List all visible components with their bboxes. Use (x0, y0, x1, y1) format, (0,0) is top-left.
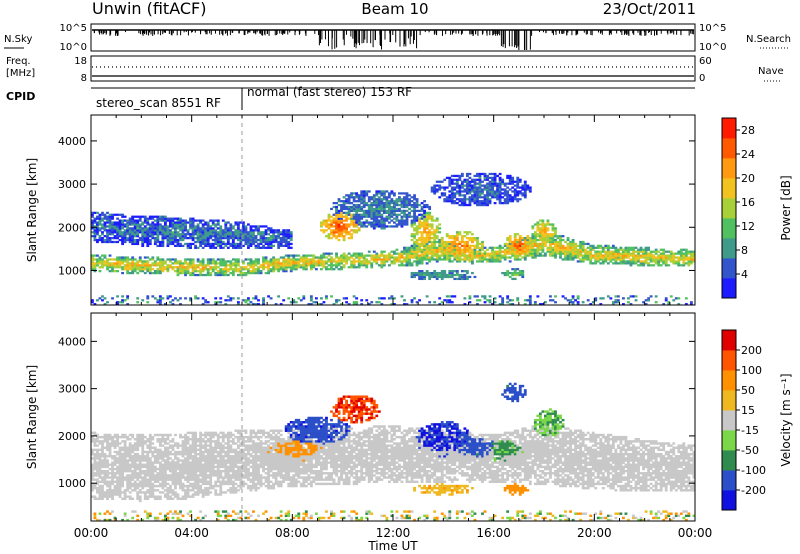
xtick-label: 08:00 (275, 526, 310, 540)
freq-tick-bottom-left: 8 (81, 73, 87, 84)
velocity-ylabel: Slant Range [km] (25, 365, 39, 469)
power-colorbar-tick: 12 (741, 220, 755, 233)
power-colorbar-tick: 8 (741, 244, 748, 257)
date-title: 23/Oct/2011 (603, 0, 696, 18)
cpid-mode-label: stereo_scan 8551 RF (96, 96, 221, 110)
xtick-label: 16:00 (476, 526, 511, 540)
x-axis-label: Time UT (367, 539, 418, 553)
xtick-label: 20:00 (577, 526, 612, 540)
freq-tick-top-left: 18 (74, 56, 87, 67)
velocity-panel: 1000 2000 3000 4000 Slant Range [km] 00:00 04:… (25, 312, 713, 540)
freq-unit-label: [MHz] (6, 68, 35, 79)
freq-tick-top-right: 60 (699, 56, 712, 67)
power-ytick-label: 1000 (58, 264, 86, 277)
power-colorbar-tick: 28 (741, 124, 755, 137)
velocity-colorbar-tick: 50 (741, 384, 755, 397)
power-ytick-label: 2000 (58, 221, 86, 234)
power-ytick-label: 4000 (58, 135, 86, 148)
nsky-label: N.Sky (4, 34, 32, 45)
nave-label: Nave (758, 66, 784, 77)
xtick-label: 00:00 (678, 526, 713, 540)
power-colorbar-label: Power [dB] (779, 175, 793, 240)
cpid-mode-label: normal (fast stereo) 153 RF (247, 85, 412, 99)
power-panel: 1000 2000 3000 4000 Slant Range [km] (25, 114, 696, 306)
velocity-ytick-label: 4000 (58, 335, 86, 348)
beam-title: Beam 10 (361, 0, 428, 18)
velocity-colorbar-tick: -200 (741, 484, 766, 497)
cpid-label: CPID (6, 90, 35, 103)
freq-strip-frame (90, 55, 696, 82)
power-axes: 1000 2000 3000 4000 Slant Range [km] (25, 114, 696, 306)
velocity-cells (91, 382, 696, 522)
colorbars: 4 8 12 16 20 24 28 Power [dB] 200 100 50 15 -15 -50 -1… (721, 117, 793, 511)
velocity-ytick-label: 2000 (58, 430, 86, 443)
velocity-axes: 1000 2000 3000 4000 Slant Range [km] 00:00 04:… (25, 312, 713, 540)
velocity-colorbar-tick: 200 (741, 344, 762, 357)
station-title: Unwin (fitACF) (92, 0, 206, 18)
xtick-label: 04:00 (174, 526, 209, 540)
power-colorbar-tick: 16 (741, 196, 755, 209)
nsky-tick-top-left: 10^5 (60, 23, 87, 34)
nsky-tick-top-right: 10^5 (699, 23, 726, 34)
velocity-colorbar-tick: -15 (741, 424, 759, 437)
power-ylabel: Slant Range [km] (25, 158, 39, 262)
nsky-trace (92, 29, 694, 50)
cpid-modes: stereo_scan 8551 RF normal (fast stereo) … (96, 85, 412, 110)
power-colorbar (721, 117, 737, 299)
nsky-strip-frame (90, 23, 696, 52)
freq-tick-bottom-right: 0 (699, 73, 705, 84)
velocity-colorbar-tick: -100 (741, 464, 766, 477)
velocity-colorbar-tick: 15 (741, 404, 755, 417)
velocity-colorbar (721, 329, 737, 511)
velocity-colorbar-tick: -50 (741, 444, 759, 457)
velocity-colorbar-label: Velocity [m s⁻¹] (779, 373, 793, 466)
power-colorbar-tick: 4 (741, 268, 748, 281)
xtick-label: 00:00 (74, 526, 109, 540)
power-cells (91, 172, 696, 306)
velocity-colorbar-tick: 100 (741, 364, 762, 377)
velocity-ytick-label: 3000 (58, 383, 86, 396)
velocity-ytick-label: 1000 (58, 477, 86, 490)
nsearch-label: N.Search (746, 34, 791, 45)
nsky-tick-bottom-right: 10^0 (699, 42, 726, 53)
power-colorbar-tick: 24 (741, 148, 755, 161)
power-colorbar-tick: 20 (741, 172, 755, 185)
nsky-tick-bottom-left: 10^0 (60, 42, 87, 53)
power-ytick-label: 3000 (58, 178, 86, 191)
freq-label: Freq. (6, 56, 31, 67)
xtick-label: 12:00 (376, 526, 411, 540)
